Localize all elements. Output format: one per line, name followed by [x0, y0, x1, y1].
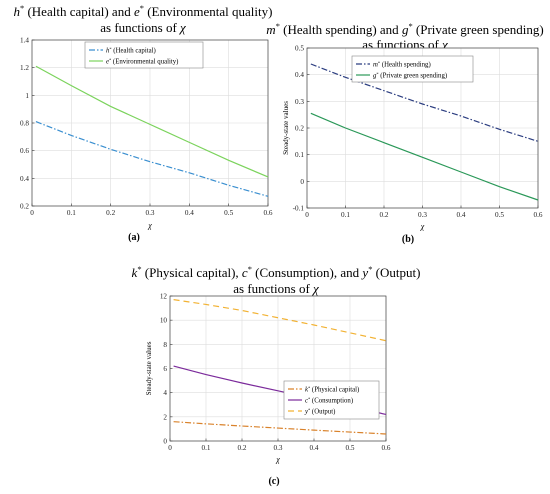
- x-tick-label: 0: [30, 209, 34, 217]
- y-tick-label: -0.1: [293, 205, 305, 213]
- legend-box: [84, 41, 204, 69]
- legend-entry-h: h* (Health capital): [106, 46, 156, 55]
- x-tick-label: 0.5: [346, 444, 355, 452]
- y-tick-label: 0.3: [295, 98, 304, 106]
- series-line-y: [173, 299, 387, 342]
- y-axis-label: Steady-state values: [282, 101, 290, 155]
- axes-frame: [31, 39, 269, 207]
- chart-title: m* (Health spending) and g* (Private gre…: [266, 21, 543, 37]
- axes-frame: [306, 47, 539, 209]
- y-tick-label: 0.2: [20, 203, 29, 211]
- x-tick-label: 0.4: [457, 211, 466, 219]
- legend-box: [351, 55, 474, 83]
- legend-entry-y: y* (Output): [304, 407, 335, 416]
- series-line-m: [310, 63, 539, 142]
- x-tick-label: 0.5: [495, 211, 504, 219]
- y-tick-label: 0.2: [295, 125, 304, 133]
- x-tick-label: 0.2: [106, 209, 115, 217]
- x-tick-label: 0.6: [264, 209, 273, 217]
- panel-label: (c): [268, 476, 279, 487]
- y-tick-label: 0.4: [20, 175, 29, 183]
- series-line-e: [35, 65, 269, 178]
- series-line-g: [310, 112, 539, 201]
- y-tick-label: 6: [163, 365, 167, 373]
- y-tick-label: 4: [163, 389, 167, 397]
- chart-title: as functions of χ: [233, 281, 319, 296]
- y-tick-label: 8: [163, 341, 167, 349]
- y-tick-label: 10: [160, 317, 168, 325]
- axes-frame: [169, 295, 387, 442]
- chart-title: k* (Physical capital), c* (Consumption),…: [132, 264, 421, 280]
- x-tick-label: 0.3: [146, 209, 155, 217]
- y-tick-label: 2: [163, 413, 167, 421]
- y-tick-label: 0.1: [295, 151, 304, 159]
- y-tick-label: 1.2: [20, 64, 29, 72]
- series-line-k: [173, 421, 387, 435]
- chart-panel-2: m* (Health spending) and g* (Private gre…: [266, 21, 543, 245]
- x-tick-label: 0.2: [238, 444, 247, 452]
- x-tick-label: 0.5: [224, 209, 233, 217]
- chart-title: h* (Health capital) and e* (Environmenta…: [14, 3, 273, 19]
- legend-entry-m: m* (Health spending): [373, 60, 431, 69]
- x-tick-label: 0.1: [341, 211, 350, 219]
- series-line-h: [35, 121, 269, 197]
- y-tick-label: 0.6: [20, 147, 29, 155]
- x-tick-label: 0.4: [185, 209, 194, 217]
- x-tick-label: 0.6: [534, 211, 543, 219]
- x-tick-label: 0.3: [418, 211, 427, 219]
- x-tick-label: 0.6: [382, 444, 391, 452]
- y-axis-label: Steady-state values: [145, 341, 153, 395]
- legend-entry-g: g* (Private green spending): [373, 71, 447, 80]
- x-axis-label: χ: [275, 455, 280, 464]
- panel-label: (a): [128, 232, 140, 243]
- chart-title: as functions of χ: [100, 20, 186, 35]
- y-tick-label: 0.8: [20, 120, 29, 128]
- y-tick-label: 1.4: [20, 37, 29, 45]
- x-axis-label: χ: [420, 222, 425, 231]
- y-tick-label: 0: [300, 178, 304, 186]
- legend-entry-e: e* (Environmental quality): [106, 57, 178, 66]
- legend-entry-c: c* (Consumption): [305, 396, 353, 405]
- y-tick-label: 1: [25, 92, 29, 100]
- x-tick-label: 0.4: [310, 444, 319, 452]
- x-tick-label: 0.2: [380, 211, 389, 219]
- chart-panel-3: k* (Physical capital), c* (Consumption),…: [132, 264, 421, 487]
- y-tick-label: 0: [163, 438, 167, 446]
- y-tick-label: 0.4: [295, 71, 304, 79]
- x-tick-label: 0.3: [274, 444, 283, 452]
- y-tick-label: 12: [160, 293, 168, 301]
- panel-label: (b): [402, 234, 414, 245]
- x-axis-label: χ: [147, 221, 152, 230]
- chart-panel-1: h* (Health capital) and e* (Environmenta…: [14, 3, 273, 243]
- x-tick-label: 0.1: [202, 444, 211, 452]
- x-tick-label: 0: [168, 444, 172, 452]
- legend-entry-k: k* (Physical capital): [305, 385, 359, 394]
- x-tick-label: 0: [305, 211, 309, 219]
- y-tick-label: 0.5: [295, 45, 304, 53]
- x-tick-label: 0.1: [67, 209, 76, 217]
